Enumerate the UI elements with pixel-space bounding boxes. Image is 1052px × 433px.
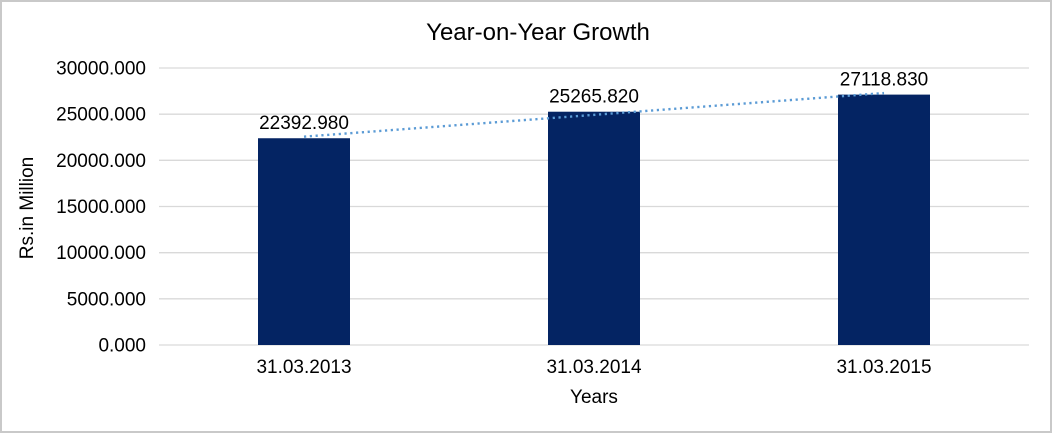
- trendline-group: [303, 91, 885, 138]
- chart-title: Year-on-Year Growth: [426, 19, 650, 46]
- trendline: [303, 91, 885, 138]
- data-label: 25265.820: [549, 87, 639, 108]
- bar: [838, 94, 930, 345]
- y-tick-label: 15000.000: [56, 197, 146, 218]
- x-axis-tick-labels: 31.03.2013 31.03.2014 31.03.2015: [256, 357, 931, 378]
- data-labels: 22392.980 25265.820 27118.830: [259, 70, 928, 135]
- y-tick-label: 5000.000: [67, 289, 146, 310]
- x-axis-title: Years: [570, 387, 618, 408]
- bar: [258, 138, 350, 345]
- x-tick-label: 31.03.2015: [836, 357, 931, 378]
- data-label: 22392.980: [259, 113, 349, 134]
- y-axis-tick-labels: 0.000 5000.000 10000.000 15000.000 20000.000…: [56, 59, 146, 357]
- y-tick-label: 0.000: [98, 336, 146, 357]
- y-tick-label: 10000.000: [56, 243, 146, 264]
- bars: [258, 94, 930, 345]
- data-label: 27118.830: [840, 70, 928, 91]
- y-tick-label: 25000.000: [56, 105, 146, 126]
- y-axis-title: Rs.in Million: [17, 157, 38, 259]
- bar: [548, 111, 640, 345]
- y-tick-label: 20000.000: [56, 151, 146, 172]
- x-tick-label: 31.03.2014: [546, 357, 642, 378]
- y-tick-label: 30000.000: [56, 59, 146, 80]
- x-tick-label: 31.03.2013: [256, 357, 351, 378]
